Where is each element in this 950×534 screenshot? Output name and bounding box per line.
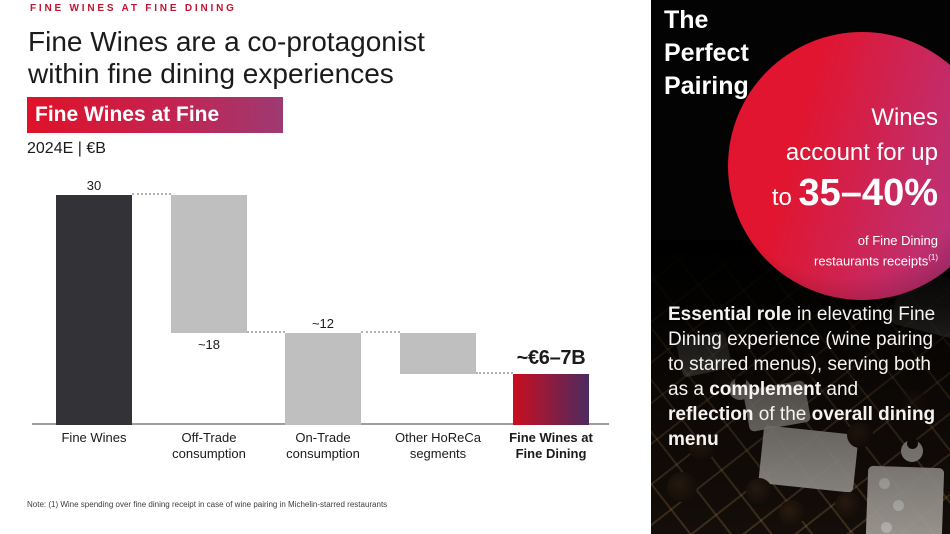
- bar-value-label: ~18: [197, 337, 221, 352]
- footnote-reference: (1): [928, 253, 938, 262]
- text-segment: complement: [709, 379, 822, 400]
- eyebrow-kicker: FINE WINES AT FINE DINING: [30, 3, 237, 14]
- waterfall-connector: [247, 331, 285, 333]
- stat-circle: [728, 32, 950, 300]
- category-label: Fine Wines: [61, 430, 127, 445]
- waterfall-bar-0: [56, 195, 132, 425]
- category-label: Other HoReCa segments: [395, 430, 481, 461]
- waterfall-connector: [132, 193, 171, 195]
- waterfall-connector: [361, 331, 400, 333]
- text-segment: in elevating Fine Dining experience (win…: [668, 304, 936, 400]
- stat-line1: Wines: [871, 104, 938, 131]
- waterfall-bar-1: [171, 195, 247, 333]
- waterfall-connector: [476, 371, 513, 374]
- stat-line3: to 35–40%: [772, 170, 938, 221]
- panel-title-line1: The: [664, 6, 709, 34]
- chart-units-label: 2024E | €B: [27, 140, 106, 157]
- text-segment: reflection: [668, 404, 754, 425]
- footnote: Note: (1) Wine spending over fine dining…: [27, 500, 388, 509]
- bar-value-label: 30: [86, 178, 102, 193]
- stat-subtext-line2: restaurants receipts(1): [814, 253, 938, 269]
- stat-line2: account for up: [785, 139, 938, 166]
- essential-role-paragraph: Essential role in elevating Fine Dining …: [668, 302, 942, 452]
- panel-title: The Perfect Pairing: [664, 4, 749, 103]
- panel-title-line3: Pairing: [664, 72, 749, 100]
- page-title-line2: within fine dining experiences: [28, 58, 394, 89]
- category-label: Off-Trade consumption: [172, 430, 246, 461]
- text-segment: of the: [753, 404, 812, 425]
- stat-circle-text: Wines account for up to 35–40% of Fine D…: [772, 100, 938, 269]
- bar-value-label: ~€6–7B: [516, 346, 586, 369]
- waterfall-bar-4: [513, 373, 589, 425]
- waterfall-chart: 30 Fine Wines ~18 Off-Trade consumption ~12 O…: [32, 178, 609, 461]
- stat-line3-prefix: to: [771, 184, 799, 211]
- page-title: Fine Wines are a co-protagonist within f…: [28, 26, 425, 90]
- right-panel: The Perfect Pairing Wines account for up…: [651, 0, 950, 534]
- stat-value: 35–40%: [798, 172, 938, 214]
- section-badge: Fine Wines at Fine Dining: [27, 97, 283, 162]
- category-label: On-Trade consumption: [286, 430, 360, 461]
- bar-value-label: ~12: [311, 316, 335, 331]
- panel-title-line2: Perfect: [664, 39, 749, 67]
- text-segment: Essential role: [668, 304, 792, 325]
- text-segment: overall dining menu: [668, 404, 936, 450]
- text-segment: and: [821, 379, 859, 400]
- stat-subtext-line1: of Fine Dining: [857, 233, 938, 248]
- restaurant-photo: [651, 240, 950, 534]
- stat-subtext: of Fine Dining restaurants receipts(1): [772, 232, 938, 269]
- waterfall-bar-3: [400, 333, 476, 374]
- category-label: Fine Wines at Fine Dining: [509, 430, 593, 461]
- waterfall-bar-2: [285, 333, 361, 425]
- page-title-line1: Fine Wines are a co-protagonist: [28, 26, 425, 57]
